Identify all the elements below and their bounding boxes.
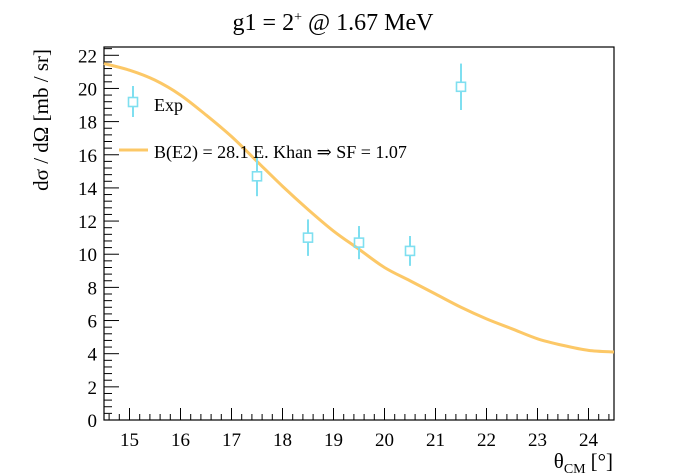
y-tick-label: 0: [88, 411, 98, 432]
y-axis-label: dσ / dΩ [mb / sr]: [29, 49, 53, 191]
x-tick-label: 16: [171, 430, 190, 451]
data-point: [353, 237, 365, 248]
x-tick-label: 21: [426, 430, 445, 451]
y-axis-ticks: 0 2 4 6 8 10 12 14 16 18 20 22: [78, 46, 119, 432]
chart-title-superscript: +: [294, 10, 302, 25]
x-axis-label-subscript: CM: [564, 462, 586, 476]
y-tick-label: 6: [88, 312, 98, 333]
x-tick-label: 18: [273, 430, 292, 451]
x-tick-label: 19: [324, 430, 343, 451]
legend-exp-label: Exp: [154, 95, 183, 115]
chart-title: g1 = 2+ @ 1.67 MeV: [233, 10, 435, 36]
data-point: [251, 171, 263, 182]
x-axis-label-symbol: θ: [554, 449, 564, 473]
data-points-layer: [251, 63, 467, 266]
legend-exp-marker: [127, 86, 139, 117]
y-tick-label: 22: [78, 46, 97, 67]
y-tick-label: 10: [78, 245, 97, 266]
x-tick-label: 22: [477, 430, 496, 451]
y-tick-label: 2: [88, 378, 98, 399]
y-tick-label: 14: [78, 179, 98, 200]
x-axis-label: θCM [°]: [554, 449, 613, 476]
data-point: [404, 245, 416, 257]
y-tick-label: 18: [78, 113, 97, 134]
x-tick-label: 23: [528, 430, 547, 451]
y-tick-label: 16: [78, 146, 97, 167]
legend-exp-square: [127, 96, 139, 108]
legend: Exp B(E2) = 28.1 E. Khan ⇒ SF = 1.07: [119, 86, 407, 163]
data-point: [302, 232, 314, 243]
x-tick-label: 15: [120, 430, 139, 451]
y-tick-label: 8: [88, 278, 98, 299]
x-tick-label: 17: [222, 430, 241, 451]
y-tick-label: 12: [78, 212, 97, 233]
x-tick-label: 20: [375, 430, 394, 451]
data-point: [455, 81, 467, 93]
chart-title-main: g1 = 2: [233, 10, 295, 36]
chart-title-suffix: @ 1.67 MeV: [308, 10, 434, 36]
legend-theory-label: B(E2) = 28.1 E. Khan ⇒ SF = 1.07: [154, 142, 407, 163]
y-tick-label: 4: [88, 345, 98, 366]
plot-frame: [103, 46, 615, 421]
x-tick-label: 24: [579, 430, 599, 451]
x-axis-label-unit: [°]: [591, 449, 613, 473]
x-axis-ticks: 15 16 17 18 19 20 21 22 23 24: [108, 408, 610, 451]
y-tick-label: 20: [78, 79, 97, 100]
